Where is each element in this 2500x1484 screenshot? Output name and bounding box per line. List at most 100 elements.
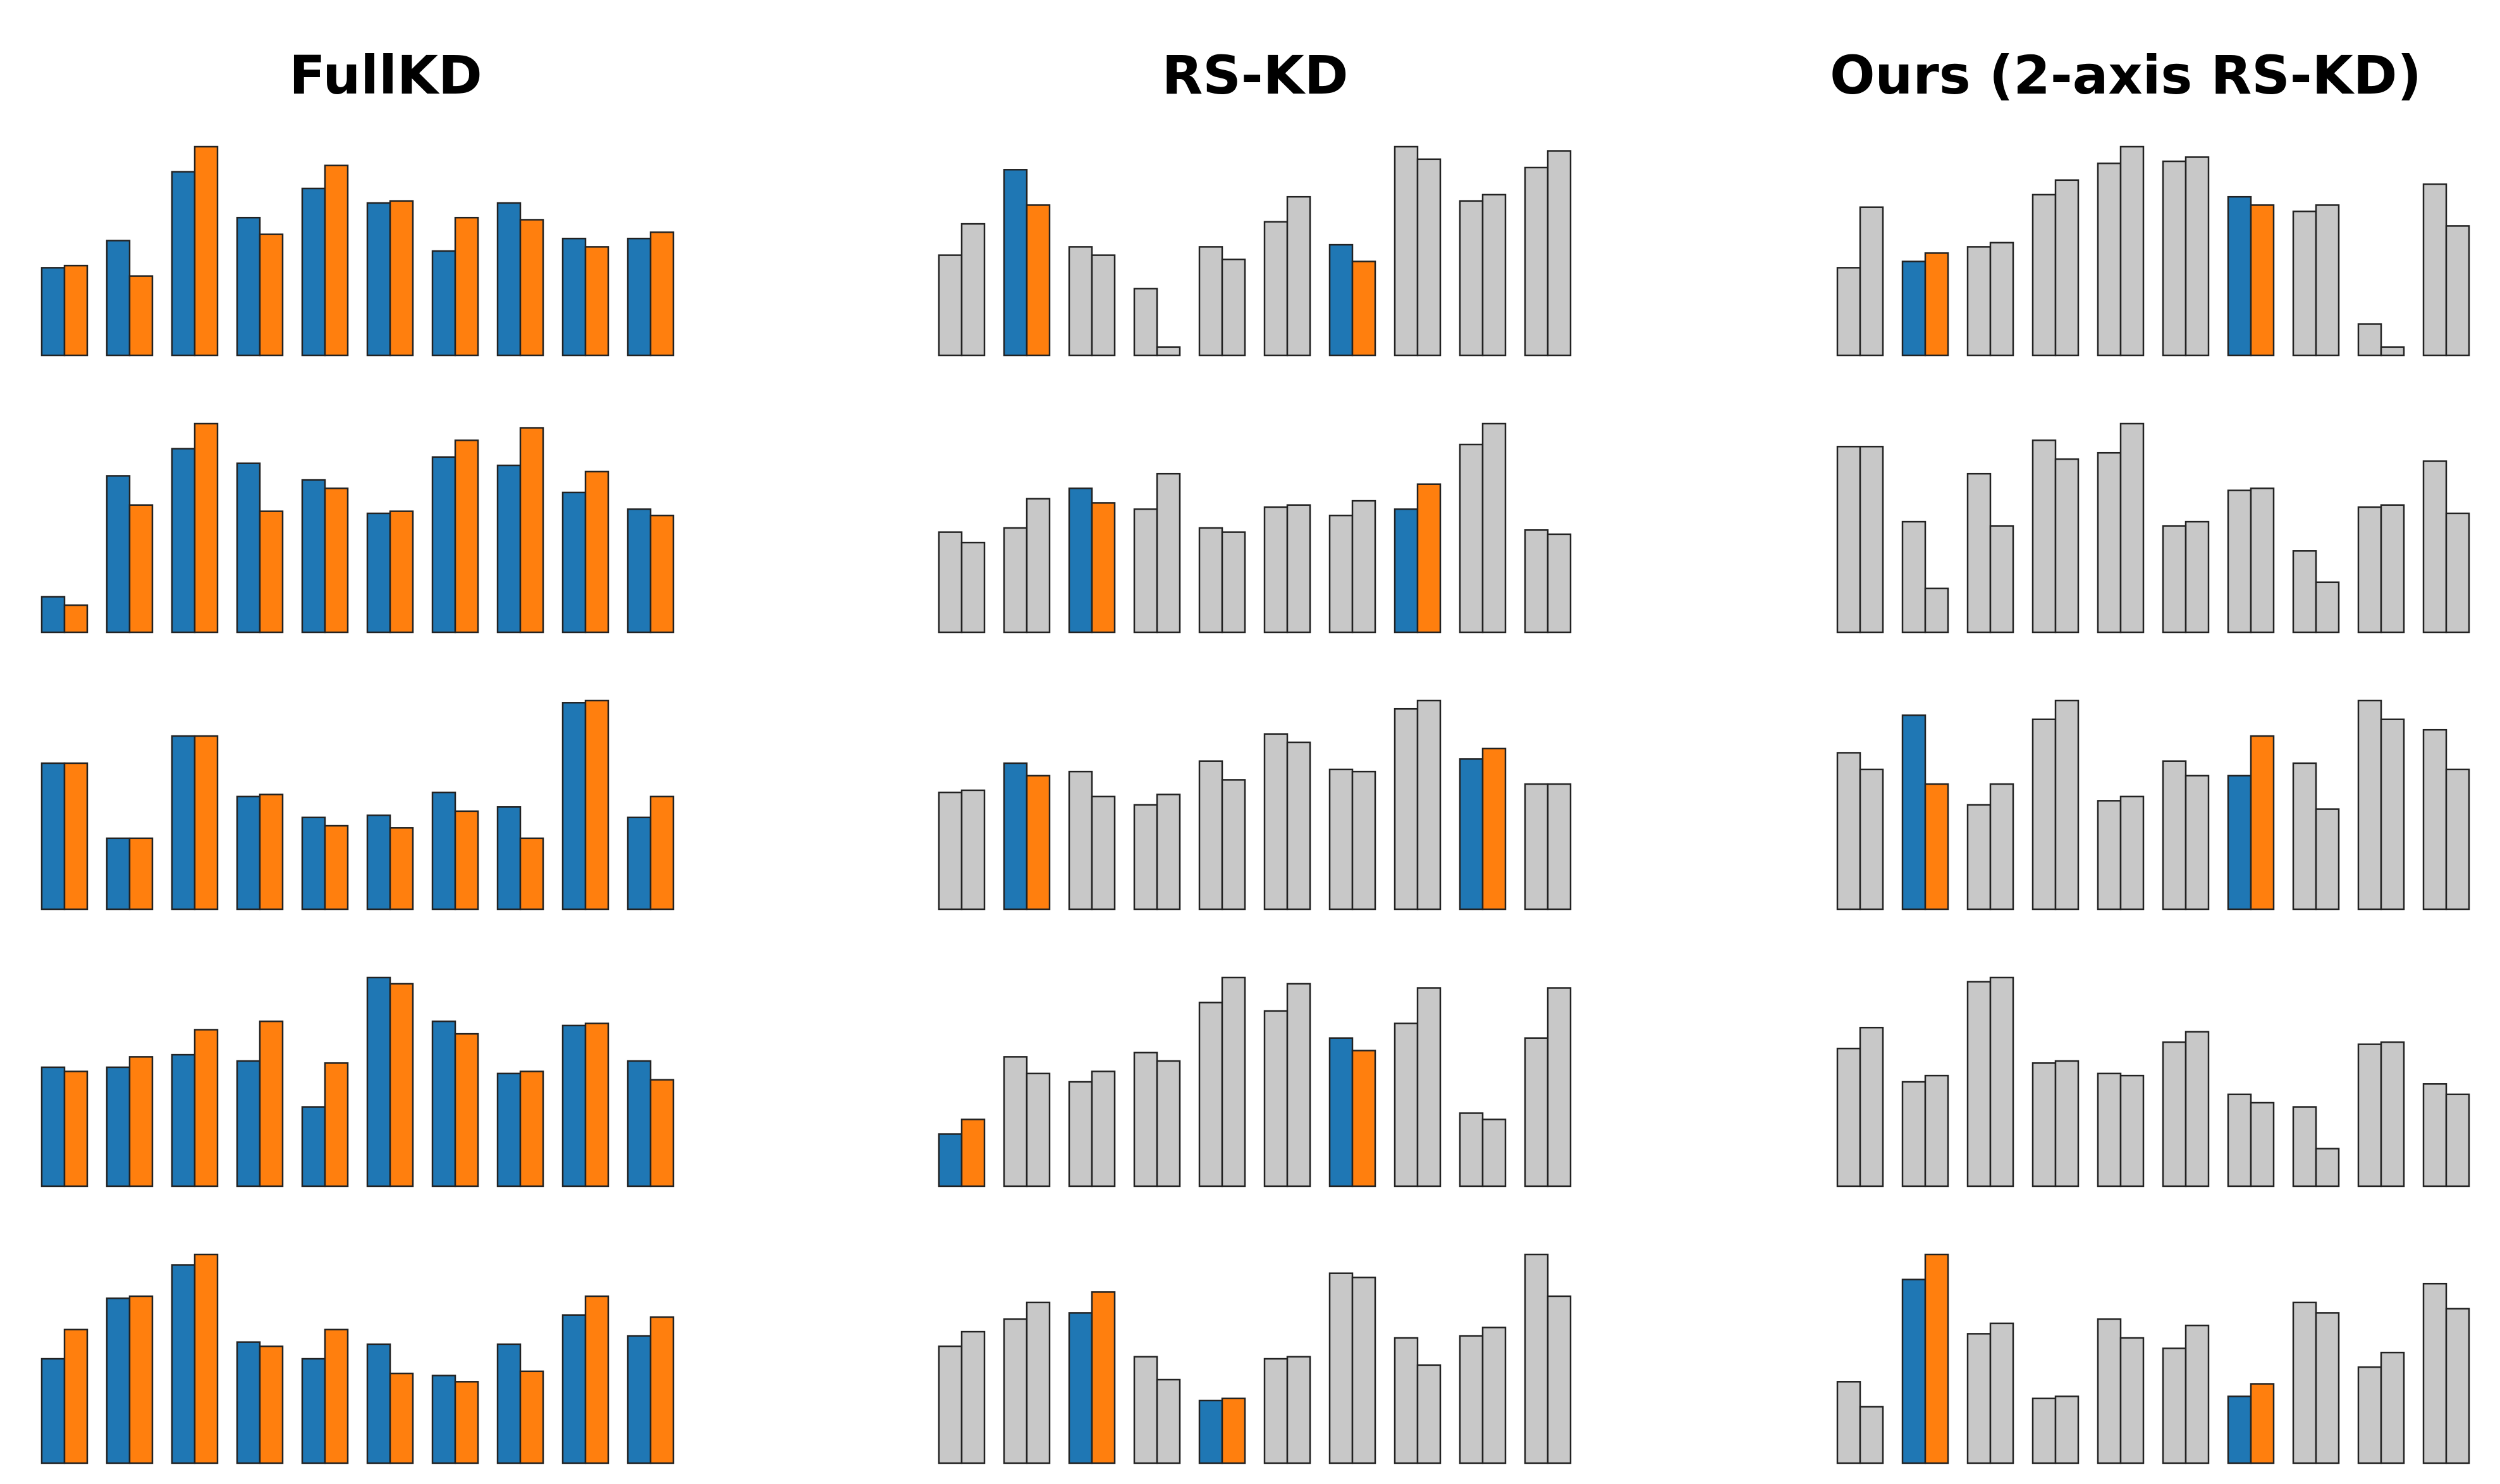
bar-row1-group10-left xyxy=(627,237,652,357)
bar-row5-group9-left xyxy=(2357,1366,2382,1464)
bar-row4-group7-left xyxy=(1328,1037,1354,1187)
bar-row2-group1-right xyxy=(63,604,89,634)
bar-row1-group3-left xyxy=(1068,246,1093,357)
bar-row3-group6-left xyxy=(2162,760,2187,911)
bar-row2-group7-left xyxy=(1328,514,1354,634)
bar-row1-group3-left xyxy=(1966,246,1992,357)
bar-row4-group10-left xyxy=(1524,1037,1549,1187)
bar-row4-group4-left xyxy=(1133,1052,1158,1187)
bar-row1-group6-right xyxy=(389,200,414,357)
bar-row3-group5-right xyxy=(1221,779,1246,911)
bar-row4-group7-left xyxy=(2227,1093,2252,1187)
bar-row3-group1-right xyxy=(960,789,986,911)
bar-row3-group8-left xyxy=(1394,708,1419,911)
bar-row2-group2-left xyxy=(1003,527,1028,634)
bar-row2-group10-left xyxy=(1524,529,1549,634)
bar-row5-group5-right xyxy=(2119,1337,2145,1464)
bar-row4-group2-left xyxy=(1901,1081,1927,1187)
bar-row2-group1-left xyxy=(40,596,66,634)
bar-row5-group8-right xyxy=(2315,1312,2340,1464)
bar-row3-group1-left xyxy=(938,791,963,911)
bar-row2-group5-left xyxy=(2097,451,2122,634)
bar-row2-group1-left xyxy=(1836,446,1861,634)
bar-row1-group10-left xyxy=(2422,183,2448,357)
bar-row5-group2-left xyxy=(1901,1279,1927,1464)
bar-row4-group5-right xyxy=(2119,1074,2145,1187)
bar-row3-group1-right xyxy=(63,762,89,911)
bar-row5-group4-left xyxy=(1133,1356,1158,1464)
bar-row3-group1-right xyxy=(1859,768,1884,911)
bar-row4-group4-left xyxy=(2031,1062,2057,1187)
bar-row5-group3-right xyxy=(1091,1291,1116,1464)
bar-row4-group1-left xyxy=(938,1133,963,1187)
bar-row3-group6-right xyxy=(1286,741,1311,911)
bar-row5-group1-left xyxy=(40,1358,66,1464)
bar-row4-group7-right xyxy=(1351,1050,1376,1187)
bar-row2-group7-left xyxy=(2227,489,2252,634)
bar-row4-group9-left xyxy=(2357,1043,2382,1187)
bar-row3-group10-right xyxy=(1547,783,1572,911)
bar-row3-group8-left xyxy=(2292,762,2317,911)
bar-row2-group3-left xyxy=(171,448,196,634)
bar-row1-group9-left xyxy=(561,237,587,357)
bar-row2-group8-left xyxy=(1394,508,1419,634)
bar-row1-group5-right xyxy=(2119,145,2145,357)
bar-row3-group8-right xyxy=(519,837,544,911)
bar-row1-group6-left xyxy=(366,202,391,357)
bar-row2-group5-right xyxy=(324,488,349,634)
bar-row3-group7-left xyxy=(431,791,456,911)
bar-row3-group2-right xyxy=(1026,775,1051,911)
bar-row1-group5-right xyxy=(1221,258,1246,357)
bar-row1-group7-left xyxy=(431,250,456,357)
bar-row4-group9-left xyxy=(1459,1112,1484,1187)
bar-row5-group4-right xyxy=(259,1345,284,1464)
bar-row5-group6-left xyxy=(366,1343,391,1464)
bar-row4-group6-right xyxy=(1286,983,1311,1187)
bar-row5-group2-right xyxy=(128,1295,154,1464)
bar-row5-group10-left xyxy=(627,1335,652,1464)
bar-row1-group2-left xyxy=(106,240,131,357)
bar-row3-group3-right xyxy=(1989,783,2014,911)
bar-row4-group10-left xyxy=(2422,1083,2448,1187)
bar-row3-group10-right xyxy=(2445,768,2470,911)
bar-row3-group8-right xyxy=(2315,808,2340,911)
bar-row1-group3-right xyxy=(1091,254,1116,357)
bar-row1-group4-right xyxy=(2054,179,2080,357)
bar-row3-group2-right xyxy=(128,837,154,911)
bar-row4-group6-right xyxy=(2184,1031,2210,1187)
bar-row4-group9-right xyxy=(1481,1119,1507,1187)
bar-row3-group9-right xyxy=(584,699,610,911)
bar-row4-group2-right xyxy=(1924,1074,1949,1187)
bar-row3-group1-left xyxy=(40,762,66,911)
bar-row3-group9-right xyxy=(1481,747,1507,911)
bar-row5-group9-left xyxy=(1459,1335,1484,1464)
bar-row3-group4-right xyxy=(1156,794,1181,911)
bar-row1-group4-right xyxy=(1156,346,1181,357)
bar-row4-group3-right xyxy=(1091,1070,1116,1187)
bar-row5-group6-right xyxy=(389,1372,414,1464)
bar-row4-group8-left xyxy=(1394,1022,1419,1187)
bar-row4-group1-right xyxy=(63,1070,89,1187)
bar-row5-group5-left xyxy=(2097,1318,2122,1464)
bar-row3-group2-left xyxy=(1901,714,1927,911)
bar-row2-group2-right xyxy=(1026,498,1051,634)
bar-grid xyxy=(40,145,675,1464)
bar-row1-group9-right xyxy=(584,246,610,357)
bar-row5-group8-left xyxy=(1394,1337,1419,1464)
bar-row5-group5-right xyxy=(1221,1397,1246,1464)
bar-row4-group4-left xyxy=(236,1060,261,1187)
bar-row2-group9-right xyxy=(584,470,610,634)
bar-row5-group5-right xyxy=(324,1328,349,1464)
bar-row3-group9-left xyxy=(1459,758,1484,911)
bar-row5-group10-right xyxy=(2445,1308,2470,1464)
bar-row2-group5-left xyxy=(301,479,326,634)
bar-row4-group6-left xyxy=(2162,1041,2187,1187)
bar-row1-group10-right xyxy=(649,231,675,357)
bar-row2-group8-left xyxy=(2292,550,2317,634)
bar-row4-group5-left xyxy=(2097,1072,2122,1187)
panel-rs-kd: RS-KD xyxy=(938,44,1572,1464)
bar-row2-group3-right xyxy=(193,422,219,634)
bar-row4-group6-left xyxy=(366,976,391,1187)
bar-row5-group5-left xyxy=(301,1358,326,1464)
